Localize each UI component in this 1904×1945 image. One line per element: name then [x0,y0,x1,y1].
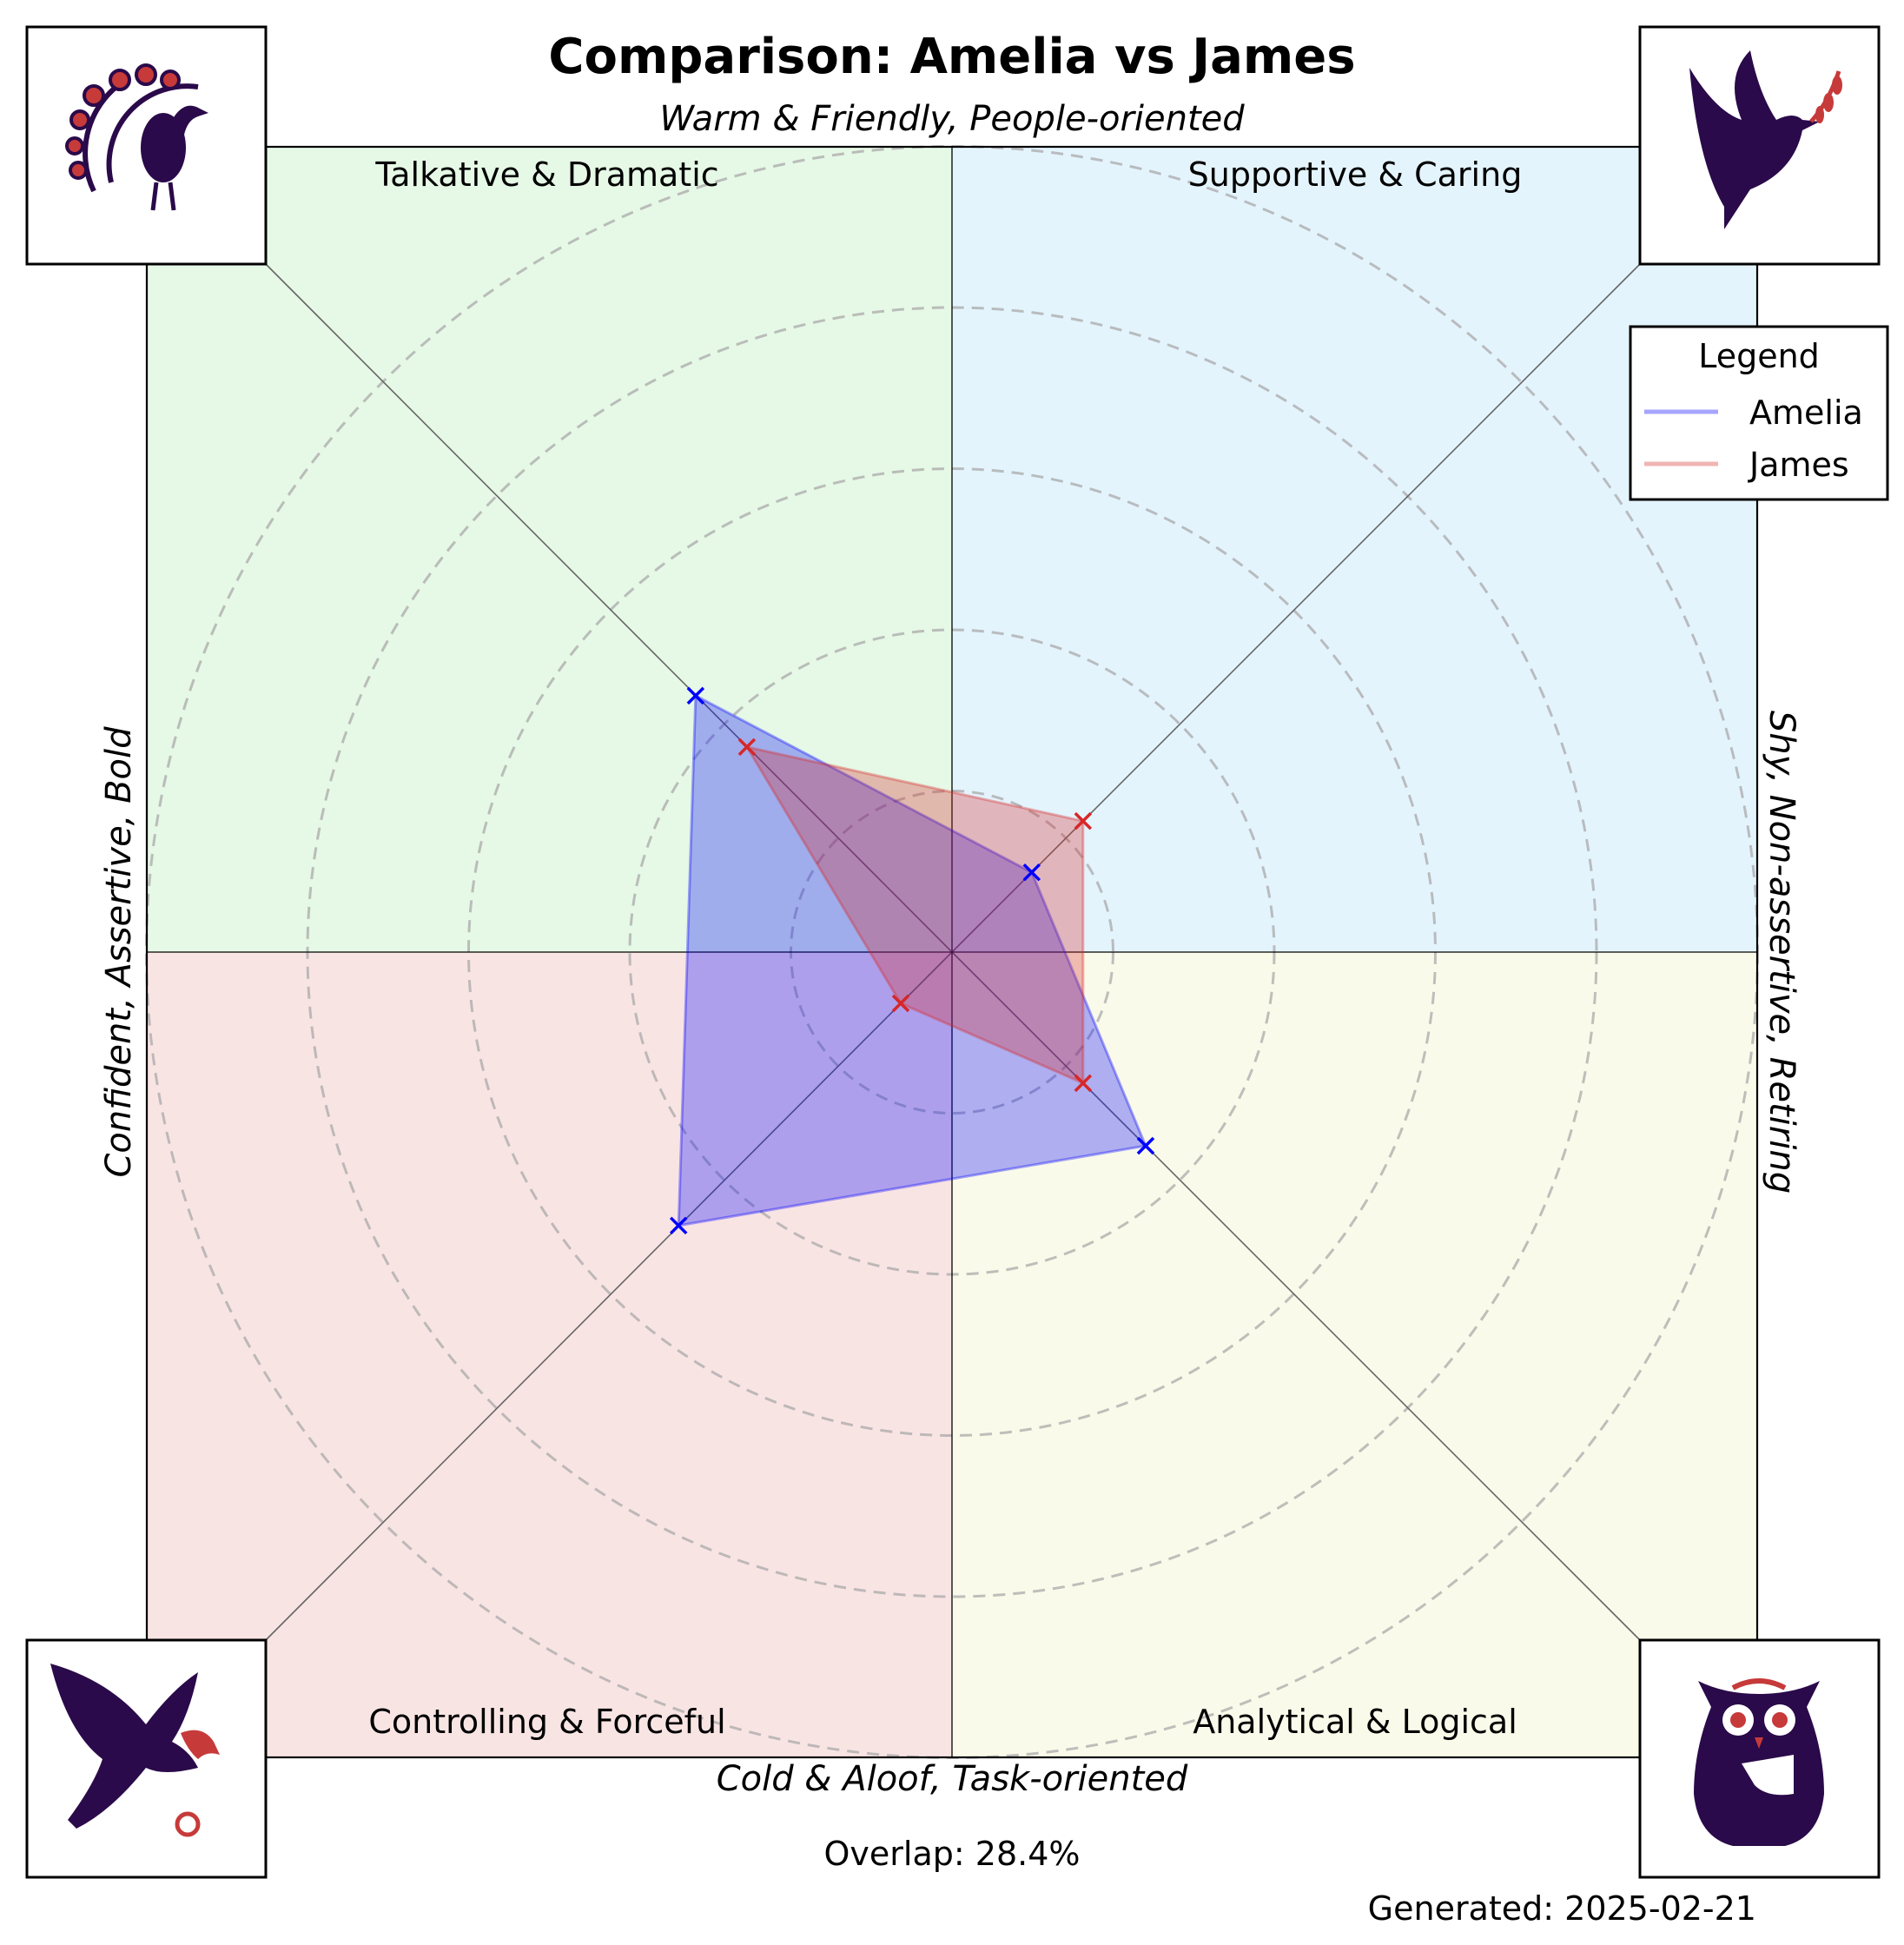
data-point-amelia-talkative [686,686,705,705]
legend-label-amelia: Amelia [1749,394,1863,432]
axis-label-right: Shy, Non-assertive, Retiring [1762,711,1802,1194]
axis-label-top: Warm & Friendly, People-oriented [659,99,1245,139]
axis-talkative-line [265,263,953,953]
quadrant-label-analytical: Analytical & Logical [1193,1703,1517,1741]
quadrant-label-supportive: Supportive & Caring [1188,155,1523,194]
legend-box [1629,325,1889,501]
axis-label-bottom: Cold & Aloof, Task-oriented [717,1759,1188,1799]
plot-frame [145,145,1759,1759]
series-layer [669,686,1155,1235]
data-point-amelia-analytical [1136,1136,1155,1155]
legend-label-james: James [1748,446,1849,484]
axis-analytical-line [951,951,1641,1641]
quadrant-label-controlling: Controlling & Forceful [368,1703,725,1741]
generated-label: Generated: 2025-02-21 [1368,1889,1756,1928]
eagle-icon [25,1638,268,1879]
data-point-amelia-supportive [1022,863,1041,882]
data-point-james-controlling [891,994,910,1013]
data-point-james-talkative [737,738,757,757]
owl-icon [1638,1638,1881,1879]
peacock-icon [25,25,268,266]
axis-supportive-line [951,263,1641,953]
data-point-james-analytical [1074,1074,1093,1093]
legend: Legend Amelia James [1629,325,1889,501]
data-point-amelia-controlling [669,1216,688,1235]
overlap-label: Overlap: 28.4% [824,1835,1081,1873]
axis-label-left: Confident, Assertive, Bold [99,726,139,1178]
data-point-james-supportive [1074,811,1093,830]
legend-title: Legend [1698,337,1820,375]
dove-icon [1638,25,1881,266]
quadrant-label-talkative: Talkative & Dramatic [374,155,718,194]
chart-title: Comparison: Amelia vs James [548,29,1355,85]
axis-diagonals [265,263,1641,1641]
axis-controlling-line [265,951,953,1641]
